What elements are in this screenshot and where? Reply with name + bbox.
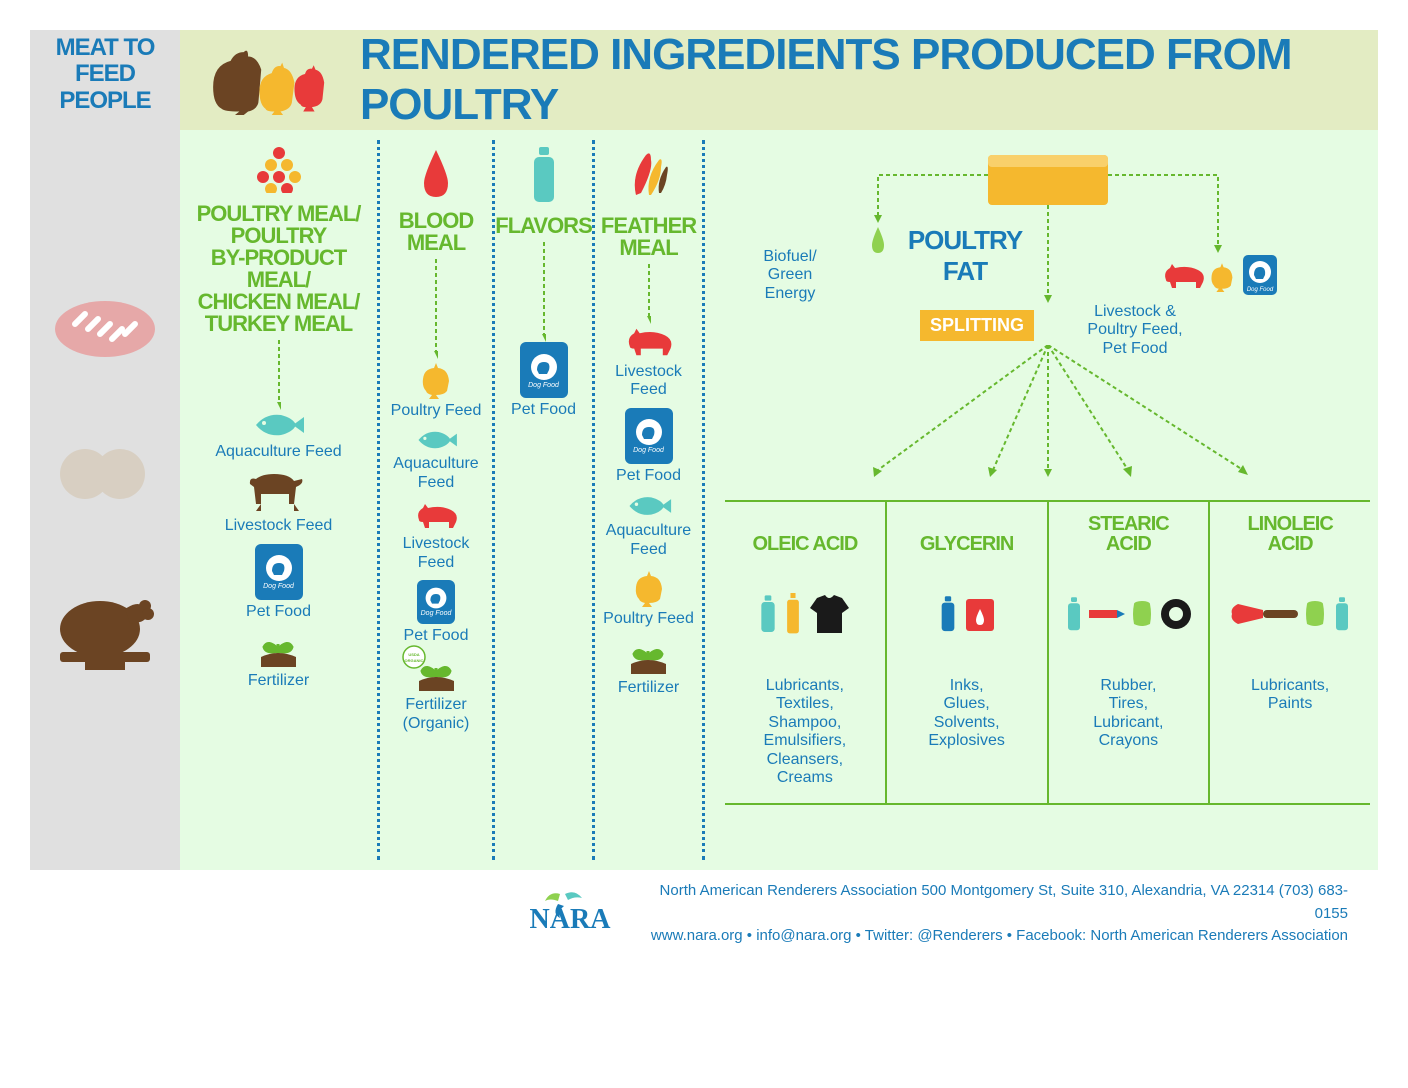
col-title: FEATHERMEAL (601, 215, 696, 259)
col-blood-meal: BLOODMEAL Poultry Feed Aquaculture Feed … (380, 140, 495, 860)
acid-linoleic: LINOLEICACID Lubricants,Paints (1210, 502, 1370, 803)
acid-text: Rubber,Tires,Lubricant,Crayons (1093, 677, 1163, 751)
feather-icon (621, 145, 676, 205)
footer: NARA North American Renderers Associatio… (30, 870, 1378, 958)
label: Pet Food (511, 401, 576, 419)
crayon-icon (1089, 604, 1125, 624)
petfood-icon: Dog Food (625, 408, 673, 464)
label: Livestock Feed (388, 535, 484, 572)
label: Aquaculture Feed (215, 443, 341, 461)
svg-text:ORGANIC: ORGANIC (404, 658, 423, 663)
chicken-icon (416, 359, 456, 399)
acid-title: LINOLEICACID (1247, 510, 1332, 554)
nara-logo-icon: NARA (510, 886, 630, 941)
label: Pet Food (404, 627, 469, 645)
acid-title: GLYCERIN (920, 510, 1014, 554)
roast-chicken-icon (50, 584, 160, 674)
jar-icon (1130, 600, 1154, 628)
pig-icon (621, 324, 676, 360)
label: Aquaculture Feed (388, 455, 484, 492)
bottle-icon (528, 145, 560, 205)
col-flavors: FLAVORS Dog Food Pet Food (495, 140, 595, 860)
footer-text: North American Renderers Association 500… (650, 880, 1348, 948)
acid-text: Lubricants,Paints (1251, 677, 1329, 714)
acid-title: OLEIC ACID (752, 510, 857, 554)
content: POULTRY MEAL/POULTRYBY-PRODUCT MEAL/CHIC… (180, 130, 1378, 870)
sidebar-icons (50, 294, 160, 674)
plant-icon (626, 636, 671, 676)
bottle-icon (1064, 596, 1084, 632)
col-title: FLAVORS (495, 215, 591, 237)
fish-icon (625, 493, 673, 519)
biofuel-label: Biofuel/Green Energy (745, 248, 835, 303)
col-title: POULTRY MEAL/POULTRYBY-PRODUCT MEAL/CHIC… (188, 203, 369, 335)
acid-title: STEARICACID (1088, 510, 1169, 554)
acid-oleic: OLEIC ACID Lubricants,Textiles,Shampoo,E… (725, 502, 887, 803)
bottle-icon (1332, 596, 1352, 632)
label: Fertilizer (618, 679, 679, 697)
acid-text: Inks,Glues,Solvents,Explosives (928, 677, 1004, 751)
plant-icon (256, 629, 301, 669)
cow-icon (244, 469, 314, 514)
organic-badge-icon: USDAORGANIC (402, 645, 426, 669)
footer-links: www.nara.org • info@nara.org • Twitter: … (650, 925, 1348, 948)
shirt-icon (807, 593, 852, 635)
livestock-label: Livestock &Poultry Feed,Pet Food (1075, 303, 1195, 358)
label: Poultry Feed (603, 610, 694, 628)
bottle-icon (784, 593, 802, 635)
acid-text: Lubricants,Textiles,Shampoo,Emulsifiers,… (764, 677, 847, 787)
fat-title: POULTRY FAT (885, 225, 1045, 287)
bottle-icon (757, 594, 779, 634)
sidebar: MEAT TOFEED PEOPLE (30, 30, 180, 870)
svg-text:USDA: USDA (408, 652, 419, 657)
fish-icon (251, 410, 306, 440)
col-title: BLOODMEAL (399, 210, 473, 254)
label: Fertilizer(Organic) (403, 696, 470, 733)
chicken-icon (629, 567, 669, 607)
col-poultry-meal: POULTRY MEAL/POULTRYBY-PRODUCT MEAL/CHIC… (180, 140, 380, 860)
petfood-icon: Dog Food (255, 544, 303, 600)
poultry-birds-icon (200, 38, 340, 123)
label: Pet Food (616, 467, 681, 485)
kibble-icon (249, 145, 309, 193)
label: Livestock Feed (603, 363, 694, 400)
label: Aquaculture Feed (603, 522, 694, 559)
acid-row: OLEIC ACID Lubricants,Textiles,Shampoo,E… (725, 500, 1370, 805)
acid-stearic: STEARICACID Rubber,Tires,Lubricant,Crayo… (1049, 502, 1211, 803)
pig-icon (411, 500, 461, 532)
tire-icon (1159, 597, 1193, 631)
main-title: RENDERED INGREDIENTS PRODUCED FROM POULT… (360, 30, 1358, 130)
can-icon (964, 595, 996, 633)
label: Poultry Feed (391, 402, 482, 420)
bottle-icon (937, 595, 959, 633)
footer-org: North American Renderers Association 500… (650, 880, 1348, 925)
jar-icon (1303, 600, 1327, 628)
acid-glycerin: GLYCERIN Inks,Glues,Solvents,Explosives (887, 502, 1049, 803)
header: RENDERED INGREDIENTS PRODUCED FROM POULT… (180, 30, 1378, 130)
label: Fertilizer (248, 672, 309, 690)
petfood-icon: Dog Food (417, 580, 455, 624)
svg-text:Dog Food: Dog Food (1246, 287, 1273, 293)
col-poultry-fat: Dog Food Biofuel/Green Energy POULTRY FA… (705, 140, 1378, 860)
label: Livestock Feed (225, 517, 333, 535)
svg-text:NARA: NARA (530, 904, 612, 935)
blood-drop-icon (416, 145, 456, 200)
label: Pet Food (246, 603, 311, 621)
sidebar-title: MEAT TOFEED PEOPLE (30, 35, 180, 114)
fish-icon (414, 428, 459, 452)
col-feather-meal: FEATHERMEAL Livestock Feed Dog Food Pet … (595, 140, 705, 860)
main: RENDERED INGREDIENTS PRODUCED FROM POULT… (180, 30, 1378, 870)
paintbrush-icon (1228, 596, 1298, 632)
steak-icon (50, 294, 160, 364)
splitting-badge: SPLITTING (920, 310, 1034, 341)
eggs-icon (55, 444, 155, 504)
petfood-icon: Dog Food (520, 342, 568, 398)
